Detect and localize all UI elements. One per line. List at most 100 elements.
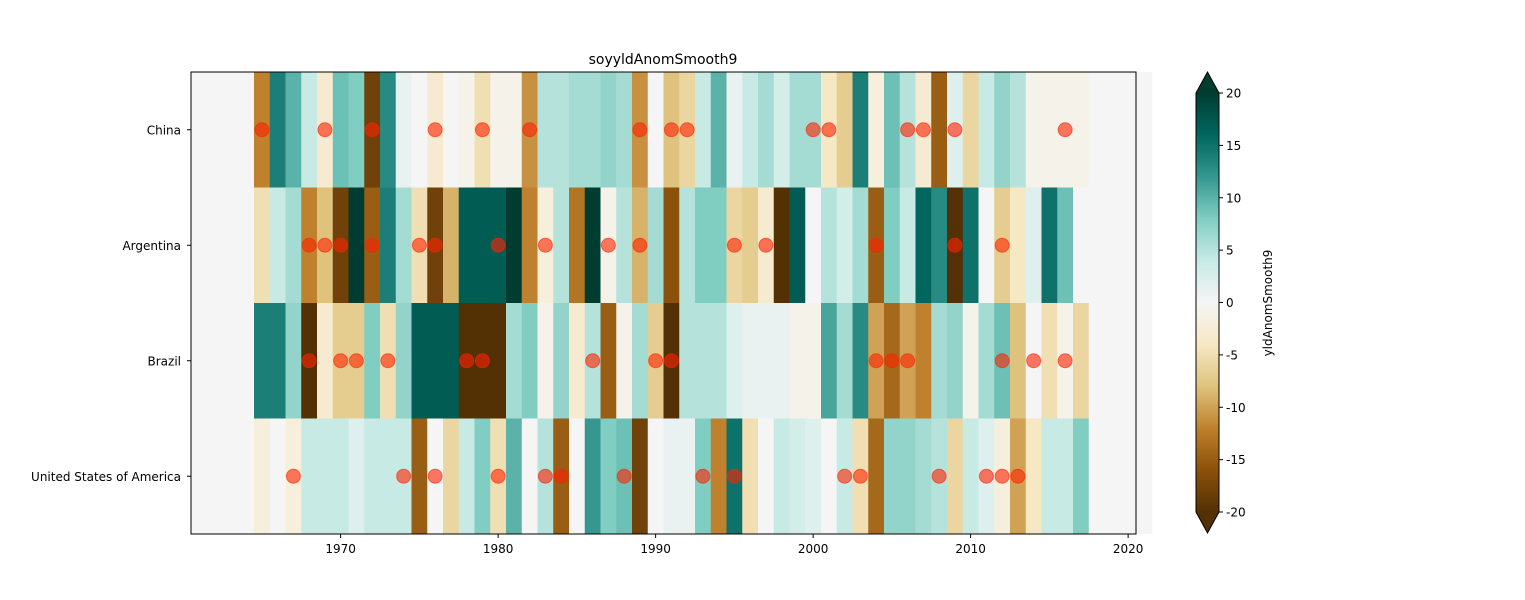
heatmap-cell	[931, 187, 948, 303]
colorbar-extend-min	[1196, 512, 1219, 533]
heatmap-cell	[773, 72, 791, 188]
anomaly-marker	[1057, 353, 1073, 369]
anomaly-marker	[285, 468, 301, 484]
heatmap-cell	[915, 187, 932, 303]
heatmap-cell	[443, 187, 460, 303]
anomaly-marker	[900, 353, 916, 369]
heatmap-cell	[600, 303, 617, 419]
anomaly-marker	[474, 122, 490, 138]
heatmap-cell	[1088, 418, 1106, 534]
heatmap-cell	[364, 303, 381, 419]
anomaly-marker	[301, 353, 317, 369]
heatmap-cell	[663, 187, 680, 303]
heatmap-cell	[1073, 72, 1090, 188]
heatmap-cell	[191, 72, 208, 188]
heatmap-cell	[191, 303, 208, 419]
heatmap-cell	[710, 303, 728, 419]
anomaly-marker	[931, 468, 947, 484]
anomaly-marker	[900, 122, 916, 138]
anomaly-marker	[947, 122, 963, 138]
anomaly-marker	[474, 353, 490, 369]
anomaly-marker	[254, 122, 270, 138]
heatmap-cell	[584, 72, 602, 188]
anomaly-marker	[490, 468, 506, 484]
heatmap-cell	[285, 303, 302, 419]
anomaly-marker	[537, 237, 553, 253]
anomaly-marker	[459, 353, 475, 369]
heatmap-cell	[584, 418, 602, 534]
heatmap-cell	[710, 418, 728, 534]
heatmap-cell	[947, 303, 964, 419]
heatmap-cell	[474, 187, 491, 303]
heatmap-cell	[1010, 303, 1027, 419]
heatmap-cell	[537, 303, 554, 419]
heatmap-cell	[1041, 72, 1058, 188]
anomaly-marker	[537, 468, 553, 484]
heatmap-cell	[569, 418, 586, 534]
heatmap-cell	[647, 72, 665, 188]
heatmap-cell	[1120, 418, 1137, 534]
anomaly-marker	[317, 122, 333, 138]
heatmap-cell	[380, 187, 397, 303]
anomaly-marker	[427, 237, 443, 253]
heatmap-cell	[1088, 303, 1106, 419]
heatmap-cell	[506, 187, 523, 303]
heatmap-cell	[458, 418, 476, 534]
anomaly-marker	[663, 122, 679, 138]
heatmap-cell	[317, 303, 334, 419]
heatmap-cell	[758, 303, 775, 419]
heatmap-cell	[773, 303, 791, 419]
heatmap-cell	[521, 187, 539, 303]
heatmap-cell	[443, 418, 460, 534]
heatmap-cell	[773, 187, 791, 303]
anomaly-marker	[632, 237, 648, 253]
plot-frame	[190, 71, 1137, 535]
heatmap-cell	[332, 418, 350, 534]
heatmap-cell	[569, 72, 586, 188]
heatmap-cell	[931, 303, 948, 419]
heatmap-cell	[1120, 187, 1137, 303]
heatmap-cell	[632, 418, 649, 534]
heatmap-cell	[1025, 72, 1043, 188]
heatmap-cell	[789, 187, 806, 303]
heatmap-cell	[222, 418, 239, 534]
heatmap-cell	[254, 303, 271, 419]
heatmap-cell	[206, 418, 224, 534]
heatmap-cell	[1104, 303, 1121, 419]
heatmap-cell	[490, 303, 507, 419]
heatmap-cell	[962, 72, 980, 188]
heatmap-cell	[978, 187, 995, 303]
anomaly-marker	[333, 237, 349, 253]
heatmap-cell	[443, 303, 460, 419]
heatmap-cell	[411, 303, 428, 419]
heatmap-cell	[553, 187, 570, 303]
colorbar-tick-label: 20	[1226, 87, 1241, 101]
colorbar-tick-label: 5	[1226, 244, 1234, 258]
heatmap-cell	[868, 418, 885, 534]
heatmap-cell	[663, 418, 680, 534]
heatmap-cell	[1057, 418, 1074, 534]
anomaly-marker	[994, 468, 1010, 484]
heatmap-cell	[742, 72, 759, 188]
heatmap-cell	[1088, 187, 1106, 303]
heatmap-cell	[962, 187, 980, 303]
anomaly-marker	[868, 353, 884, 369]
heatmap-cell	[332, 72, 350, 188]
anomaly-marker	[364, 237, 380, 253]
colorbar-tick-label: -15	[1226, 453, 1246, 467]
heatmap-cell	[521, 418, 539, 534]
anomaly-markers	[254, 122, 1073, 484]
heatmap-cell	[553, 303, 570, 419]
colorbar-tick-label: 15	[1226, 139, 1241, 153]
anomaly-marker	[1010, 468, 1026, 484]
heatmap-cell	[931, 72, 948, 188]
anomaly-marker	[585, 353, 601, 369]
anomaly-marker	[994, 353, 1010, 369]
heatmap-cell	[647, 418, 665, 534]
heatmap-cell	[553, 72, 570, 188]
y-axis: China Argentina Brazil United States of Ame…	[31, 123, 191, 484]
heatmap-cell	[269, 187, 287, 303]
heatmap-cell	[254, 187, 271, 303]
heatmap-cell	[710, 72, 728, 188]
heatmap-cell	[947, 418, 964, 534]
